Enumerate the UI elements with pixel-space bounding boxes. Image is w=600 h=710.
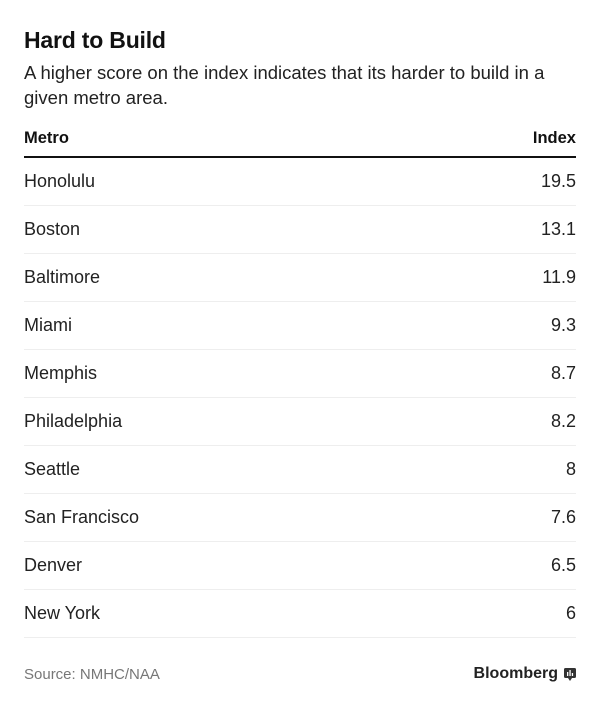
column-header-metro: Metro: [24, 128, 69, 147]
table-row: San Francisco 7.6: [24, 494, 576, 542]
index-cell: 6: [565, 603, 576, 623]
metro-cell: Honolulu: [24, 171, 96, 191]
index-cell: 9.3: [550, 315, 576, 335]
index-cell: 8.7: [550, 363, 576, 383]
table-row: New York 6: [24, 590, 576, 638]
table-row: Denver 6.5: [24, 542, 576, 590]
table-body: Honolulu 19.5 Boston 13.1 Baltimore 11.9 Miami…: [24, 158, 576, 638]
table-row: Philadelphia 8.2: [24, 398, 576, 446]
source-note: Source: NMHC/NAA: [24, 665, 160, 683]
table-row: Seattle 8: [24, 446, 576, 494]
footer: Source: NMHC/NAA Bloomberg: [24, 665, 576, 683]
table-row: Honolulu 19.5: [24, 158, 576, 206]
brand-logo: Bloomberg: [474, 665, 576, 683]
index-cell: 8.2: [550, 411, 576, 431]
metro-cell: Boston: [24, 219, 81, 239]
brand-name: Bloomberg: [473, 665, 558, 682]
table-row: Miami 9.3: [24, 302, 576, 350]
metro-cell: Baltimore: [24, 267, 101, 287]
index-cell: 8: [565, 459, 576, 479]
table-header: Metro Index: [24, 120, 576, 158]
index-cell: 11.9: [542, 267, 576, 287]
metro-cell: Memphis: [24, 363, 98, 383]
index-cell: 6.5: [550, 555, 576, 575]
chart-subtitle: A higher score on the index indicates th…: [24, 62, 545, 108]
table-row: Memphis 8.7: [24, 350, 576, 398]
index-cell: 19.5: [540, 171, 576, 191]
metro-cell: Denver: [24, 555, 83, 575]
data-table: Metro Index Honolulu 19.5 Boston 13.1 Baltim…: [24, 120, 576, 638]
metro-cell: Seattle: [24, 459, 81, 479]
table-row: Baltimore 11.9: [24, 254, 576, 302]
metro-cell: San Francisco: [24, 507, 140, 527]
table-row: Boston 13.1: [24, 206, 576, 254]
column-header-index: Index: [532, 128, 576, 147]
bloomberg-chart-icon: [564, 667, 576, 681]
index-cell: 7.6: [550, 507, 576, 527]
metro-cell: Miami: [24, 315, 72, 335]
index-cell: 13.1: [540, 219, 576, 239]
metro-cell: Philadelphia: [24, 411, 123, 431]
chart-title: Hard to Build: [24, 27, 166, 53]
metro-cell: New York: [24, 603, 101, 623]
